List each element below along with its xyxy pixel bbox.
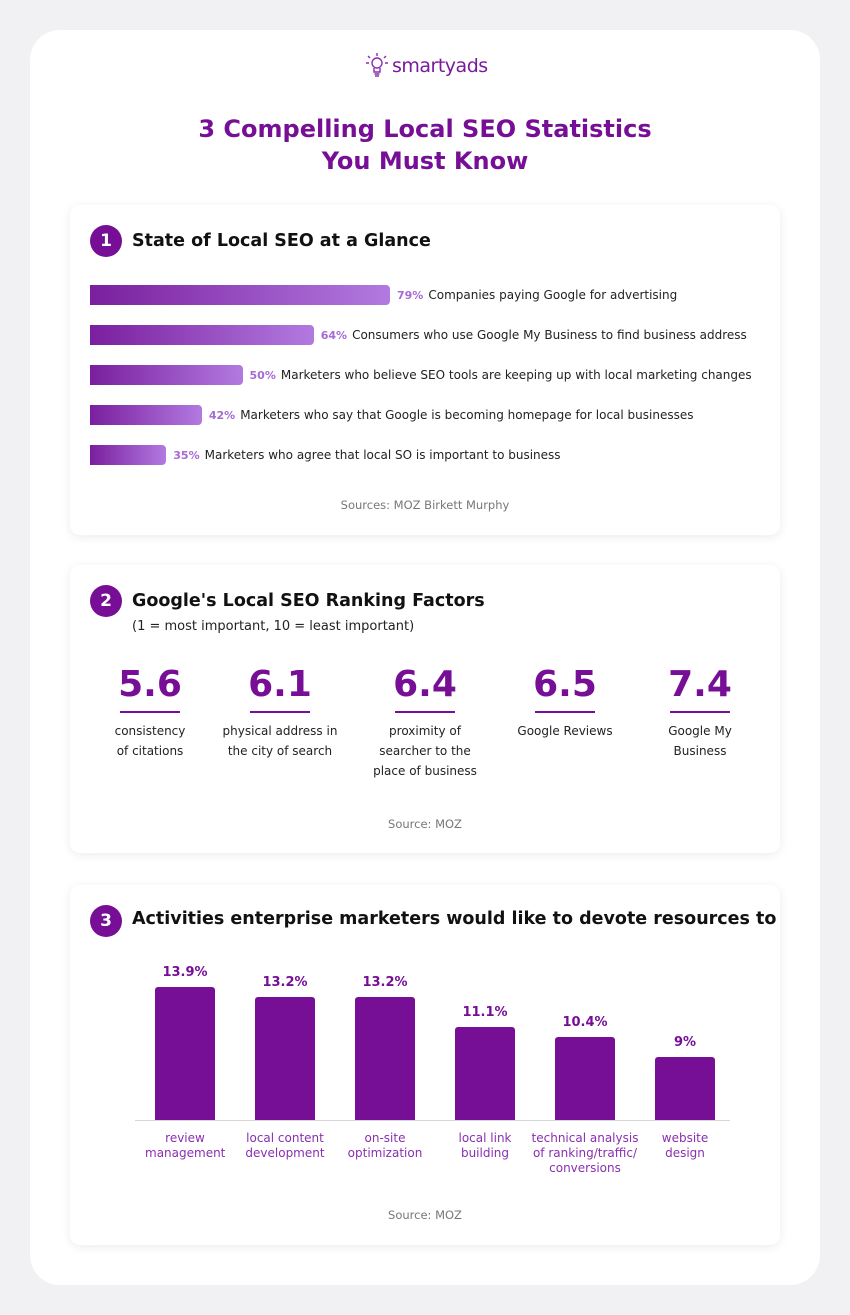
bar-category-label: local link building xyxy=(458,1131,512,1160)
bar xyxy=(155,987,215,1120)
bar-category-label: website design xyxy=(661,1131,709,1160)
bar-category-label: Marketers who believe SEO tools are keep… xyxy=(280,368,752,382)
ranking-factor: 6.5 Google Reviews xyxy=(500,665,630,741)
bar-value-label: 13.2% xyxy=(362,975,408,991)
factor-label: physical address in the city of search xyxy=(222,724,338,758)
factor-label: Google My Business xyxy=(668,724,732,758)
section-subheading: (1 = most important, 10 = least importan… xyxy=(132,619,415,634)
bar-category-label: Marketers who agree that local SO is imp… xyxy=(204,448,561,462)
lightbulb-icon xyxy=(366,53,388,77)
section-heading: State of Local SEO at a Glance xyxy=(132,231,431,251)
factor-value: 6.5 xyxy=(533,664,597,705)
bar-category-label: on-site optimization xyxy=(347,1131,423,1160)
ranking-factor: 5.6 consistency of citations xyxy=(85,665,215,761)
source-note: Sources: MOZ Birkett Murphy xyxy=(340,498,510,512)
bar-row: 35% Marketers who agree that local SO is … xyxy=(90,445,561,465)
bar-category-label: Companies paying Google for advertising xyxy=(428,288,678,302)
factor-label: consistency of citations xyxy=(114,724,186,758)
bar-row: 50% Marketers who believe SEO tools are k… xyxy=(90,365,752,385)
bar-value-label: 79% xyxy=(397,288,424,302)
factor-value: 6.1 xyxy=(248,664,312,705)
section-heading: Google's Local SEO Ranking Factors xyxy=(132,591,485,611)
bar xyxy=(455,1027,515,1120)
factor-value: 5.6 xyxy=(118,664,182,705)
bar-category-label: Consumers who use Google My Business to … xyxy=(352,328,747,342)
source-note: Source: MOZ xyxy=(388,1208,462,1222)
bar-value-label: 42% xyxy=(208,408,236,422)
bar-row: 79% Companies paying Google for advertisi… xyxy=(90,285,677,305)
logo: smartyads xyxy=(365,52,488,80)
bar xyxy=(90,325,314,345)
bar-value-label: 11.1% xyxy=(462,1005,508,1021)
bar xyxy=(555,1037,615,1120)
factor-value: 7.4 xyxy=(668,664,732,705)
bar-row: 42% Marketers who say that Google is beco… xyxy=(90,405,693,425)
page-title: 3 Compelling Local SEO Statistics You Mu… xyxy=(0,113,850,177)
title-line-2: You Must Know xyxy=(321,147,529,175)
bar-category-label: review management xyxy=(145,1131,226,1160)
ranking-factor: 6.4 proximity of searcher to the place of… xyxy=(360,665,490,781)
factor-value: 6.4 xyxy=(393,664,457,705)
logo-text: smartyads xyxy=(392,55,488,77)
bar xyxy=(90,405,202,425)
factor-underline xyxy=(670,711,730,713)
factor-label: proximity of searcher to the place of bu… xyxy=(373,724,477,778)
ranking-factor: 7.4 Google My Business xyxy=(635,665,765,761)
bar-row: 64% Consumers who use Google My Business … xyxy=(90,325,747,345)
factor-underline xyxy=(395,711,455,713)
section-number-badge: 2 xyxy=(90,585,122,617)
bar-category-label: Marketers who say that Google is becomin… xyxy=(240,408,694,422)
x-axis-line xyxy=(135,1120,730,1121)
factor-label: Google Reviews xyxy=(517,724,613,738)
bar-value-label: 50% xyxy=(249,368,276,382)
bar-category-label: local content development xyxy=(245,1131,325,1160)
bar xyxy=(90,445,167,465)
bar-value-label: 9% xyxy=(673,1035,697,1051)
bar-value-label: 64% xyxy=(320,328,348,342)
bar xyxy=(90,285,390,305)
bar-category-label: technical analysis of ranking/traffic/ c… xyxy=(531,1131,639,1175)
section-2-card: 2 Google's Local SEO Ranking Factors (1 … xyxy=(70,565,780,853)
source-note: Source: MOZ xyxy=(388,817,462,831)
bar xyxy=(655,1057,715,1120)
title-line-1: 3 Compelling Local SEO Statistics xyxy=(198,115,652,143)
bar xyxy=(90,365,243,385)
ranking-factor: 6.1 physical address in the city of searc… xyxy=(215,665,345,761)
bar-value-label: 35% xyxy=(173,448,200,462)
section-number-badge: 1 xyxy=(90,225,122,257)
bar xyxy=(255,997,315,1120)
bar-value-label: 13.9% xyxy=(162,965,208,980)
section-heading: Activities enterprise marketers would li… xyxy=(132,909,777,929)
bar-value-label: 13.2% xyxy=(262,975,308,991)
section-1-card: 1 State of Local SEO at a Glance 79% Comp… xyxy=(70,205,780,535)
factor-underline xyxy=(250,711,310,713)
bar-value-label: 10.4% xyxy=(562,1015,608,1031)
factor-underline xyxy=(535,711,595,713)
factor-underline xyxy=(120,711,180,713)
section-number-badge: 3 xyxy=(90,905,122,937)
bar xyxy=(355,997,415,1120)
